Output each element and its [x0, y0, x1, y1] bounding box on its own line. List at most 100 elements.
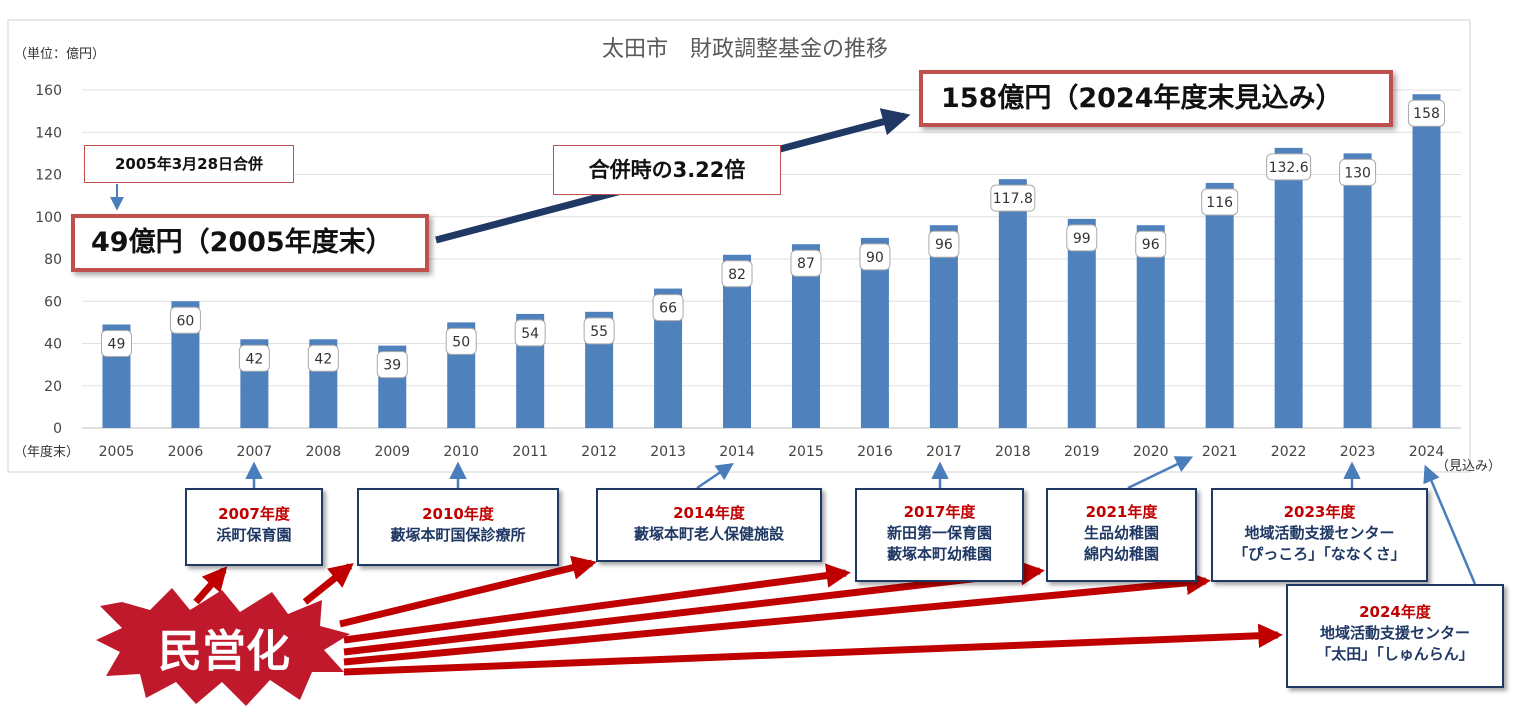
x-tick-label: 2006	[168, 444, 204, 460]
data-label: 60	[177, 313, 195, 329]
data-label-box	[376, 351, 408, 379]
y-tick-label: 80	[44, 252, 62, 268]
facility-box-2023: 2023年度 地域活動支援センター 「ぴっころ」「ななくさ」	[1211, 488, 1428, 582]
x-tick-label: 2016	[857, 444, 893, 460]
data-label: 117.8	[993, 191, 1033, 207]
bar	[1343, 153, 1372, 428]
x-tick-label: 2013	[650, 444, 686, 460]
data-label: 66	[659, 301, 677, 317]
x-tick-label: 2020	[1133, 444, 1169, 460]
y-tick-label: 140	[35, 125, 62, 141]
x-tick-label: 2023	[1340, 444, 1376, 460]
y-tick-label: 0	[53, 421, 62, 437]
start-value-callout: 49億円（2005年度末）	[71, 214, 429, 272]
bar	[1136, 225, 1165, 428]
x-tick-label: 2014	[719, 444, 755, 460]
red-arrow-2010	[302, 562, 354, 605]
pointer-2021	[1127, 456, 1194, 490]
data-label: 55	[590, 324, 608, 340]
x-tick-label: 2009	[374, 444, 410, 460]
data-label: 130	[1344, 165, 1371, 181]
data-label: 132.6	[1269, 160, 1309, 176]
data-label: 96	[1142, 237, 1160, 253]
y-tick-label: 20	[44, 379, 62, 395]
chart-title: 太田市 財政調整基金の推移	[602, 37, 888, 62]
data-label-box	[859, 243, 891, 271]
data-label: 42	[314, 351, 332, 367]
facility-year: 2017年度	[903, 503, 976, 521]
y-tick-label: 40	[44, 337, 62, 353]
start-value-text: 49億円（2005年度末）	[91, 227, 393, 258]
x-tick-label: 2017	[926, 444, 962, 460]
data-label-box	[514, 319, 546, 347]
data-label-box	[721, 260, 753, 288]
facility-box-2024: 2024年度 地域活動支援センター 「太田」「しゅんらん」	[1286, 584, 1504, 688]
bar	[998, 179, 1027, 428]
facility-box-2017: 2017年度 新田第一保育園 藪塚本町幼稚園	[855, 488, 1024, 582]
data-label: 42	[245, 351, 263, 367]
red-arrow-2023	[343, 570, 1211, 666]
red-arrow-2021	[343, 561, 1045, 656]
facility-year: 2014年度	[673, 504, 745, 522]
facility-name: 藪塚本町幼稚園	[886, 545, 992, 563]
facility-box-2021: 2021年度 生品幼稚園 綿内幼稚園	[1046, 488, 1197, 582]
data-label-box	[1339, 158, 1377, 186]
merger-date-text: 2005年3月28日合併	[114, 155, 264, 173]
unit-label: （単位：億円）	[14, 46, 105, 62]
data-label-box	[100, 329, 132, 357]
data-label: 158	[1413, 106, 1440, 122]
data-label-box	[1201, 188, 1239, 216]
y-tick-label: 160	[35, 83, 62, 99]
data-label: 50	[452, 334, 470, 350]
pointer-2024	[1423, 464, 1477, 585]
data-label: 99	[1073, 231, 1091, 247]
data-label-box	[1266, 153, 1312, 181]
x-tick-label: 2011	[512, 444, 548, 460]
facility-year: 2010年度	[422, 505, 494, 523]
data-label-box	[790, 249, 822, 277]
y-tick-label: 60	[44, 294, 62, 310]
x-tick-label: 2008	[306, 444, 342, 460]
facility-name: 「太田」「しゅんらん」	[1316, 645, 1474, 663]
data-label-box	[1408, 99, 1446, 127]
red-arrow-2024	[343, 623, 1283, 676]
end-value-text: 158億円（2024年度末見込み）	[941, 83, 1343, 114]
facility-name: 藪塚本町老人保健施設	[633, 525, 784, 543]
facility-name: 新田第一保育園	[886, 524, 992, 542]
data-label: 54	[521, 326, 539, 342]
data-label-box	[990, 184, 1036, 212]
pointer-2014	[696, 463, 734, 490]
facility-year: 2023年度	[1283, 503, 1356, 521]
facility-box-2007: 2007年度 浜町保育園	[185, 488, 323, 566]
red-arrow-2014	[339, 555, 597, 628]
y-tick-label: 100	[35, 210, 62, 226]
privatization-arrows	[193, 555, 1283, 676]
x-axis-ticks: 2005 2006 2007 2008 2009 2010 2011 2012 2013 2014…	[99, 444, 1445, 460]
red-arrow-2017	[343, 563, 851, 644]
x-tick-label: 2021	[1202, 444, 1238, 460]
data-label: 116	[1206, 195, 1233, 211]
data-label-box	[307, 344, 339, 372]
facility-year: 2007年度	[218, 505, 290, 523]
y-axis-ticks: 0 20 40 60 80 100 120 140 160	[35, 83, 62, 437]
data-label: 90	[866, 250, 884, 266]
bar	[1412, 94, 1441, 428]
merger-date-callout: 2005年3月28日合併	[84, 145, 294, 183]
facility-box-2010: 2010年度 藪塚本町国保診療所	[357, 488, 559, 566]
data-label-box	[238, 344, 270, 372]
data-label-box	[169, 306, 201, 334]
data-label: 39	[383, 358, 401, 374]
ratio-text: 合併時の3.22倍	[588, 158, 746, 182]
y-tick-label: 120	[35, 168, 62, 184]
ratio-callout: 合併時の3.22倍	[553, 145, 781, 195]
bar	[1067, 218, 1096, 428]
x-tick-label: 2012	[581, 444, 617, 460]
red-arrow-2007	[193, 566, 228, 605]
bars: 49 60 42 42 39 50 54 55 66 82 87 90 96 117.8 99 96 116 13…	[100, 94, 1446, 428]
bar	[1205, 182, 1234, 428]
data-label-box	[1135, 230, 1167, 258]
facility-box-2014: 2014年度 藪塚本町老人保健施設	[596, 488, 822, 562]
bar	[929, 225, 958, 428]
facility-name: 地域活動支援センター	[1244, 524, 1395, 542]
data-label-box	[928, 230, 960, 258]
